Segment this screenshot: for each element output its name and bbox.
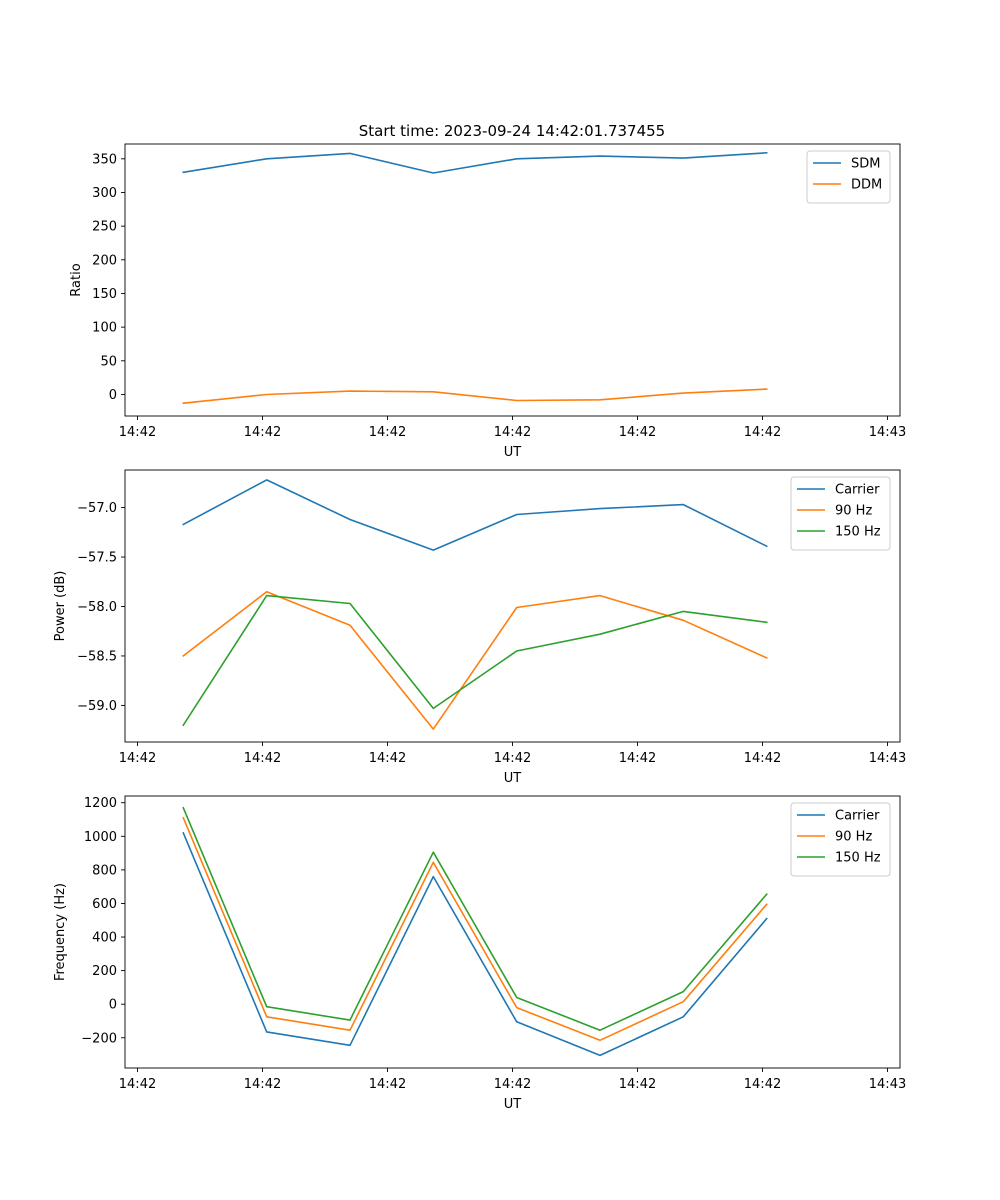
legend-label: 90 Hz xyxy=(835,830,872,845)
y-tick-label: 350 xyxy=(92,152,117,167)
legend: SDM DDM xyxy=(806,150,891,204)
y-tick-label: 300 xyxy=(92,186,117,201)
x-axis-label: UT xyxy=(504,1097,522,1112)
y-tick-label: 800 xyxy=(92,863,117,878)
series-line-150-hz xyxy=(182,594,768,727)
y-tick-label: 400 xyxy=(92,931,117,946)
legend-label: 150 Hz xyxy=(835,851,881,866)
series-line-carrier xyxy=(182,479,768,551)
legend: Carrier 90 Hz 150 Hz xyxy=(790,802,891,877)
series-line-carrier xyxy=(182,831,768,1057)
x-tick-label: 14:43 xyxy=(869,751,906,766)
x-tick-label: 14:42 xyxy=(119,425,156,440)
x-tick-label: 14:42 xyxy=(119,1077,156,1092)
legend-label: 90 Hz xyxy=(835,504,872,519)
x-tick-label: 14:42 xyxy=(619,751,656,766)
x-tick-label: 14:42 xyxy=(369,425,406,440)
x-tick-label: 14:42 xyxy=(494,1077,531,1092)
x-axis-label: UT xyxy=(504,771,522,786)
y-tick-label: −59.0 xyxy=(77,699,117,714)
x-tick-label: 14:42 xyxy=(244,425,281,440)
y-tick-label: 200 xyxy=(92,964,117,979)
legend-label: Carrier xyxy=(835,809,880,824)
y-tick-label: 1200 xyxy=(84,796,117,811)
y-tick-label: 100 xyxy=(92,321,117,336)
panel-1: 0 50 100 150 200 250 300 350 14:42 14:42 14:42 14:4… xyxy=(69,143,906,460)
legend-label: DDM xyxy=(851,178,882,193)
series-line-sdm xyxy=(182,151,768,174)
y-tick-label: 0 xyxy=(109,388,117,403)
x-tick-label: 14:42 xyxy=(494,751,531,766)
x-tick-label: 14:42 xyxy=(369,751,406,766)
x-tick-label: 14:43 xyxy=(869,425,906,440)
y-tick-label: 600 xyxy=(92,897,117,912)
x-tick-label: 14:42 xyxy=(619,425,656,440)
x-tick-label: 14:42 xyxy=(119,751,156,766)
x-axis-label: UT xyxy=(504,445,522,460)
y-tick-label: −58.5 xyxy=(77,649,117,664)
y-tick-label: −57.0 xyxy=(77,501,117,516)
y-tick-label: −200 xyxy=(81,1031,117,1046)
panel-2: −59.0 −58.5 −58.0 −57.5 −57.0 14:42 14:42 14:42… xyxy=(53,469,906,786)
y-tick-label: 200 xyxy=(92,253,117,268)
series-line-150-hz xyxy=(182,806,768,1031)
x-tick-label: 14:42 xyxy=(369,1077,406,1092)
y-axis-label: Power (dB) xyxy=(53,571,68,642)
y-axis-label: Frequency (Hz) xyxy=(53,883,68,981)
series-line-ddm xyxy=(182,388,768,405)
y-tick-label: 250 xyxy=(92,220,117,235)
chart-title: Start time: 2023-09-24 14:42:01.737455 xyxy=(359,122,665,140)
y-tick-label: −57.5 xyxy=(77,551,117,566)
legend-box xyxy=(806,150,891,204)
x-tick-label: 14:42 xyxy=(244,1077,281,1092)
x-tick-label: 14:42 xyxy=(494,425,531,440)
panels: 0 50 100 150 200 250 300 350 14:42 14:42 14:42 14:4… xyxy=(53,143,906,1112)
x-tick-label: 14:42 xyxy=(619,1077,656,1092)
x-tick-label: 14:42 xyxy=(744,751,781,766)
x-tick-label: 14:42 xyxy=(744,425,781,440)
panel-3: −200 0 200 400 600 800 1000 1200 14:42 14:42 14:42… xyxy=(53,795,906,1112)
y-tick-label: 150 xyxy=(92,287,117,302)
x-tick-label: 14:43 xyxy=(869,1077,906,1092)
y-tick-label: −58.0 xyxy=(77,600,117,615)
x-tick-label: 14:42 xyxy=(244,751,281,766)
y-axis-label: Ratio xyxy=(69,263,84,296)
legend-label: 150 Hz xyxy=(835,525,881,540)
series-line-90-hz xyxy=(182,816,768,1042)
x-tick-label: 14:42 xyxy=(744,1077,781,1092)
y-tick-label: 0 xyxy=(109,998,117,1013)
legend: Carrier 90 Hz 150 Hz xyxy=(790,476,891,551)
legend-label: Carrier xyxy=(835,483,880,498)
y-tick-label: 1000 xyxy=(84,830,117,845)
y-tick-label: 50 xyxy=(100,354,117,369)
legend-label: SDM xyxy=(851,157,880,172)
